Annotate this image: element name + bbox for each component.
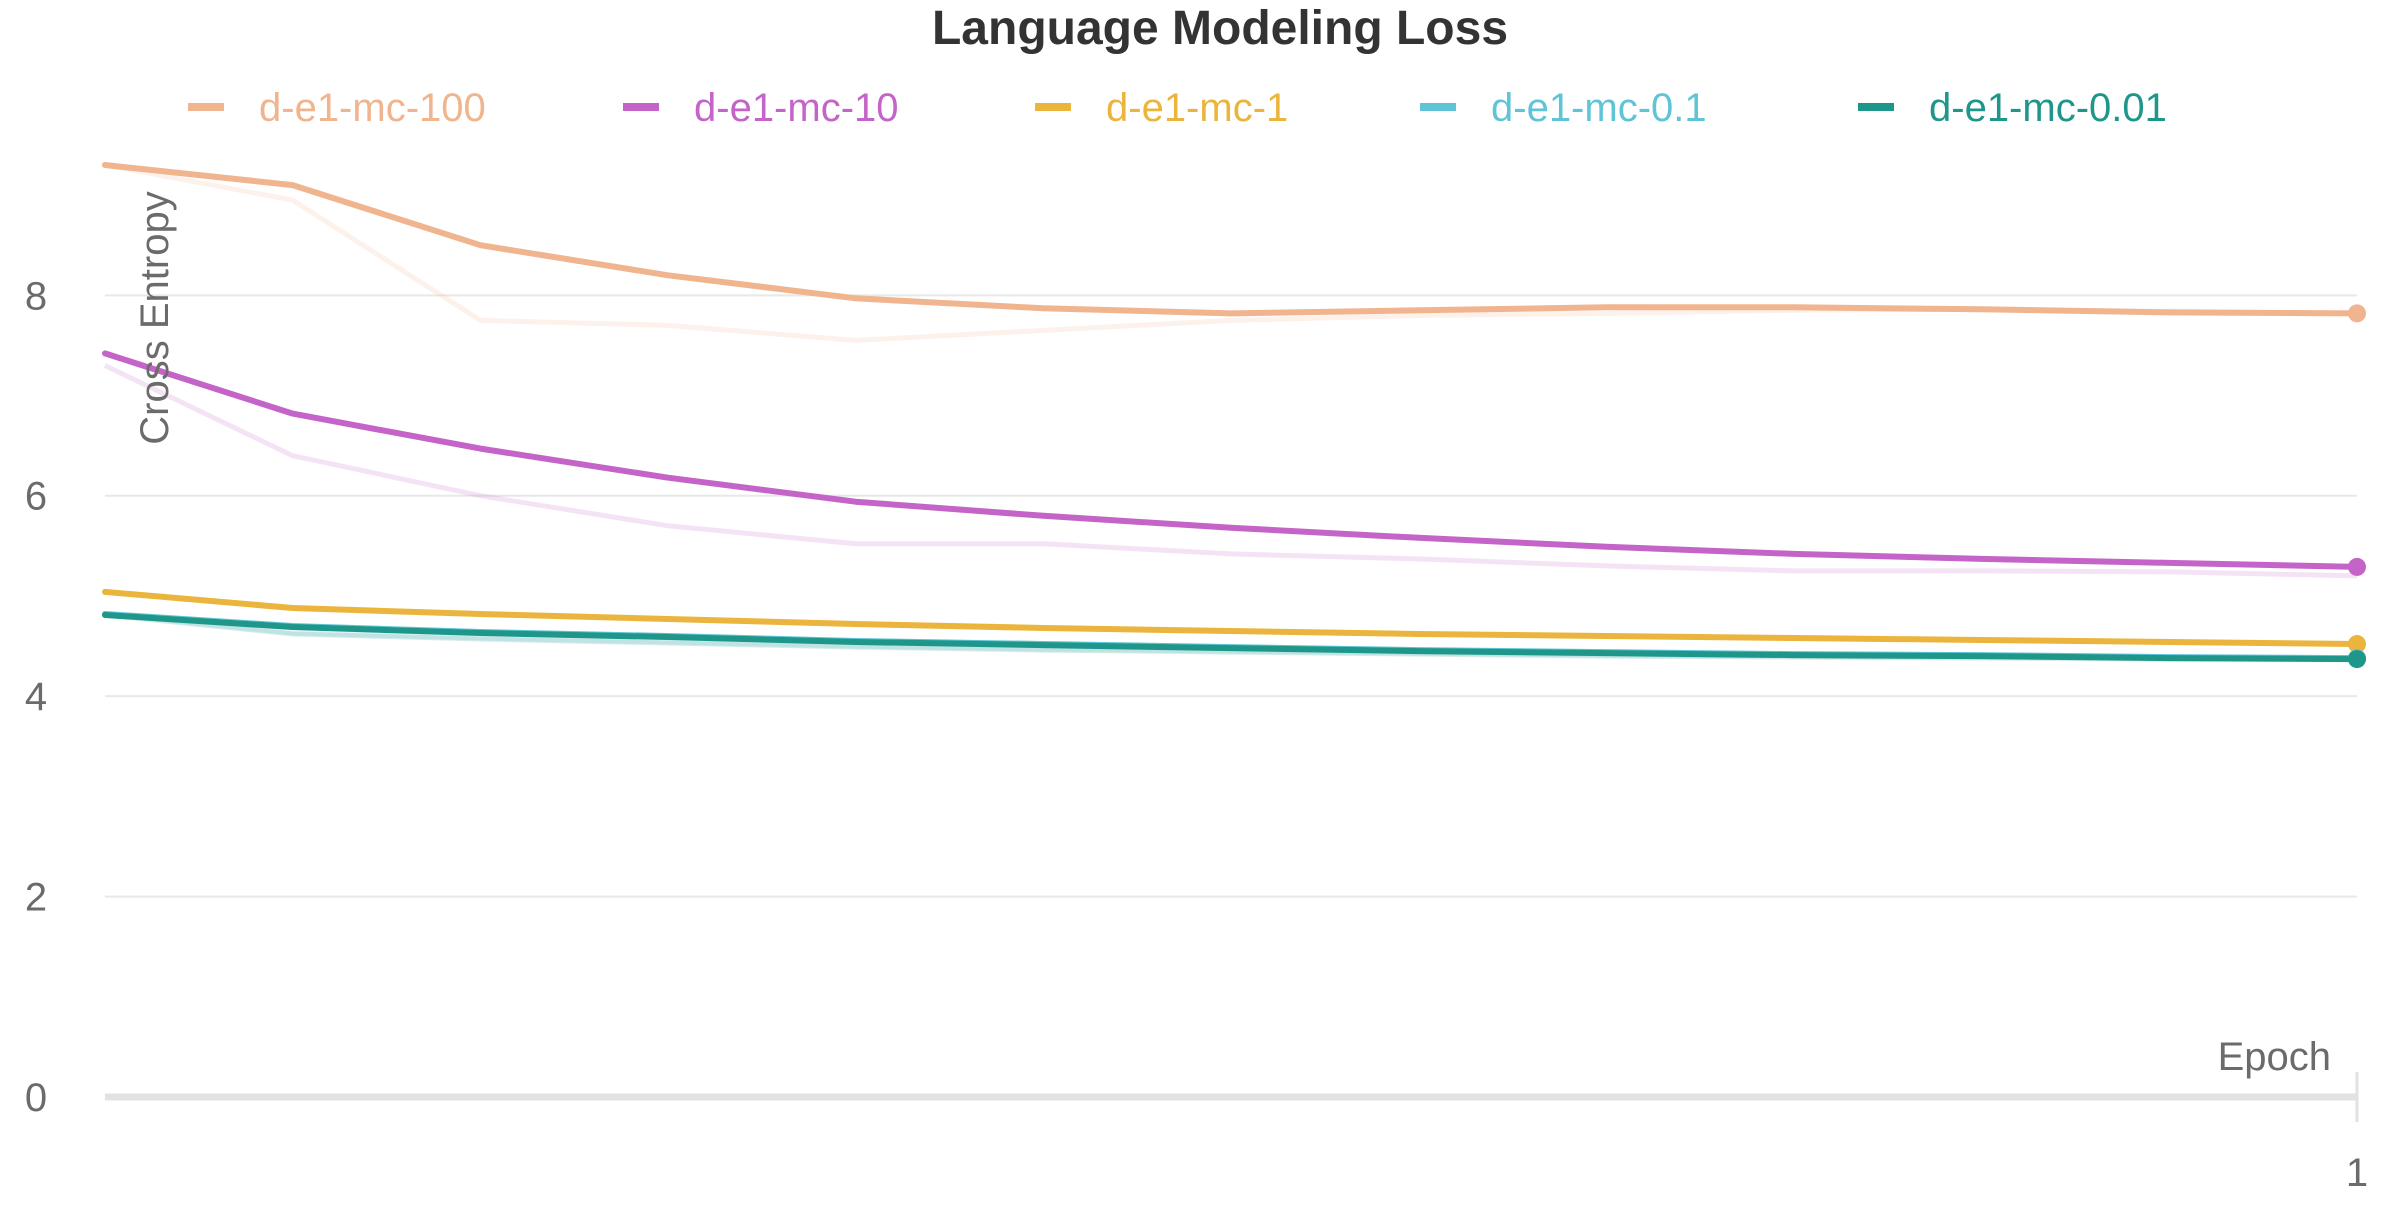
series-line bbox=[102, 612, 2360, 663]
legend-label: d-e1-mc-100 bbox=[259, 86, 486, 130]
x-tick-label: 1 bbox=[2346, 1151, 2368, 1195]
end-marker bbox=[2348, 557, 2366, 576]
x-axis-label: Epoch bbox=[2218, 1035, 2331, 1079]
y-tick-label: 4 bbox=[25, 675, 47, 719]
y-tick-label: 2 bbox=[25, 876, 47, 920]
y-tick-labels: 0 2 4 6 8 bbox=[25, 274, 47, 1120]
legend: d-e1-mc-100 d-e1-mc-10 d-e1-mc-1 d-e1-mc-0.… bbox=[188, 86, 2167, 130]
legend-label: d-e1-mc-0.1 bbox=[1491, 86, 1707, 130]
raw-series-lines bbox=[103, 162, 2358, 662]
end-marker bbox=[2348, 635, 2366, 654]
grid-lines bbox=[105, 294, 2359, 1122]
series-line bbox=[102, 350, 2360, 570]
legend-label: d-e1-mc-1 bbox=[1106, 86, 1288, 130]
end-markers bbox=[2348, 304, 2366, 669]
chart-title: Language Modeling Loss bbox=[932, 2, 1508, 55]
raw-series-line bbox=[104, 612, 2357, 662]
legend-label: d-e1-mc-0.01 bbox=[1929, 86, 2167, 130]
series-line bbox=[102, 162, 2360, 317]
end-marker bbox=[2348, 650, 2366, 669]
y-tick-label: 0 bbox=[25, 1076, 47, 1120]
raw-series-line bbox=[103, 363, 2358, 579]
y-tick-label: 8 bbox=[25, 274, 47, 318]
x-tick-labels: 1 bbox=[2346, 1151, 2368, 1195]
y-axis-label: Cross Entropy bbox=[133, 191, 177, 444]
y-tick-label: 6 bbox=[25, 475, 47, 519]
end-marker bbox=[2348, 304, 2366, 323]
legend-label: d-e1-mc-10 bbox=[694, 86, 899, 130]
series-line bbox=[102, 588, 2360, 647]
series-lines bbox=[102, 162, 2360, 663]
